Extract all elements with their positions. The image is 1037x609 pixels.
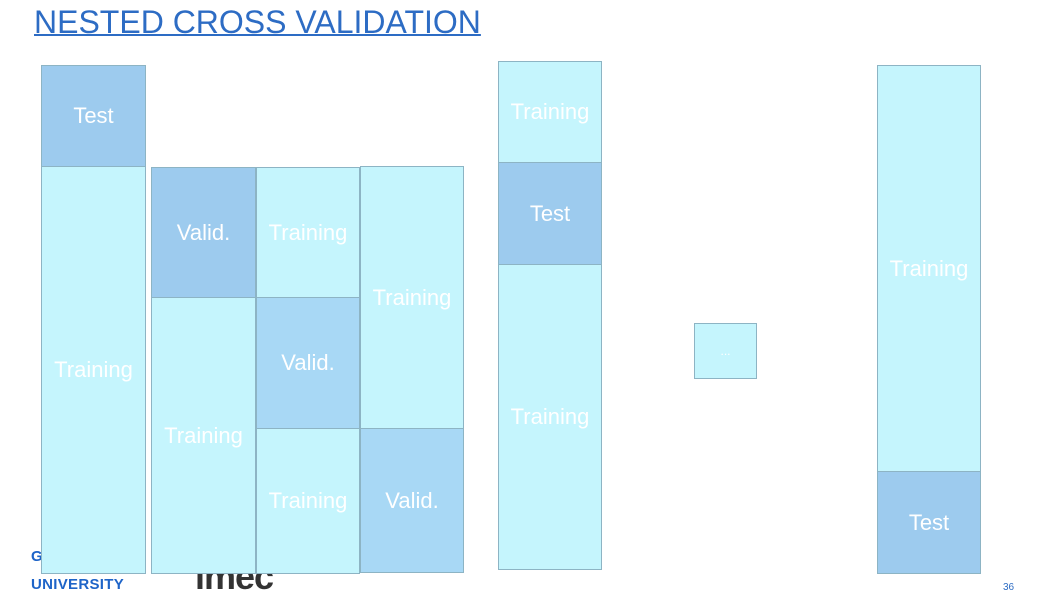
test-block: Test [41,65,146,167]
training-block: Training [360,166,464,429]
valid-block: Valid. [256,297,360,429]
slide-title: NESTED CROSS VALIDATION [34,4,481,40]
training-block: Training [256,167,360,298]
valid-block: Valid. [151,167,256,298]
training-block: Training [151,297,256,574]
university-name: UNIVERSITY [31,576,125,593]
training-block: Training [498,264,602,570]
training-block: Training [498,61,602,163]
training-block: Training [256,428,360,574]
valid-block: Valid. [360,428,464,573]
training-block: Training [41,166,146,574]
ellipsis-block: ... [694,323,757,379]
test-block: Test [877,471,981,574]
training-block: Training [877,65,981,472]
page-number: 36 [1003,582,1015,593]
test-block: Test [498,162,602,265]
